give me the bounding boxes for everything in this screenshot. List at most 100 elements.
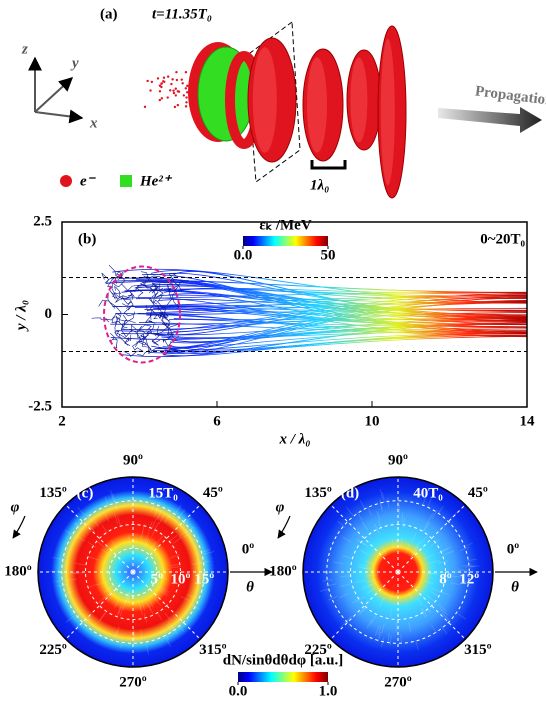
time-label: 15T₀ [148, 485, 178, 501]
electron-spray [157, 77, 159, 79]
x-tick-label: 6 [213, 413, 221, 429]
electron-spray [185, 96, 187, 98]
electron-spray [151, 81, 153, 83]
electron-spray [186, 85, 188, 87]
legend-marker [120, 175, 132, 187]
electron-spray [163, 77, 165, 79]
x-tick-label: 14 [520, 413, 536, 429]
electron-spray [174, 106, 176, 108]
electron-spray [176, 79, 178, 81]
electron-spray [159, 84, 161, 86]
panel-a: (a) t=11.35T₀ z y x 1λ₀ Propagation e⁻ H… [21, 6, 546, 198]
colorbar-tick-label: 50 [321, 247, 336, 263]
trajectory-tangle [123, 293, 133, 299]
disc-shade [307, 57, 327, 152]
colorbar-label: εₖ /MeV [259, 217, 312, 233]
angle-label: 45º [468, 485, 488, 501]
arrow-label: Propagation [474, 84, 546, 110]
y-tick-label: -2.5 [28, 398, 52, 414]
ring-label: 15º [194, 571, 214, 587]
colorbar [238, 672, 328, 682]
electron-spray [144, 106, 146, 108]
electron-spray [170, 83, 172, 85]
trajectory-tangle [115, 314, 121, 323]
electron-spray [175, 88, 177, 90]
colorbar-tick-label: 1.0 [319, 683, 338, 699]
legend-marker [60, 175, 72, 187]
electron-spray [181, 78, 183, 80]
y-tick-label: 2.5 [33, 213, 52, 229]
colorbar-tick-label: 0.0 [229, 683, 248, 699]
electron-spray [172, 89, 174, 91]
figure: (a) t=11.35T₀ z y x 1λ₀ Propagation e⁻ H… [0, 0, 546, 705]
x-axis-label: x / λ₀ [278, 431, 310, 447]
angle-label: 90º [388, 452, 408, 468]
trajectory-tangle [128, 292, 134, 300]
trajectories [92, 265, 532, 357]
electron-spray [185, 105, 187, 107]
trajectory-tangle [146, 315, 156, 323]
angle-label: 180º [269, 563, 297, 579]
panel-label: (a) [100, 6, 118, 22]
particle-render [60, 26, 406, 198]
axis-label: z [21, 41, 28, 57]
y-axis-label: y / λ₀ [13, 300, 29, 332]
scale-label: 1λ₀ [310, 177, 329, 193]
electron-spray [185, 71, 187, 73]
angle-label: 135º [304, 485, 332, 501]
theta-label: θ [511, 579, 519, 595]
electron-spray [160, 83, 162, 85]
time-label: 0~20T₀ [480, 231, 525, 247]
angle-label: 270º [384, 674, 412, 690]
phi-arrow [278, 516, 290, 538]
trajectory-tangle [122, 301, 133, 309]
ring-label: 10º [171, 571, 191, 587]
trajectory-tangle [109, 302, 121, 315]
axis-arrow [35, 78, 72, 112]
angle-label: 135º [39, 485, 67, 501]
y-tick-label: 0 [45, 306, 53, 322]
electron-spray [149, 89, 151, 91]
angle-label: 90º [123, 452, 143, 468]
scale-bracket [312, 160, 345, 168]
angle-label: 180º [4, 563, 32, 579]
theta-label: θ [246, 579, 254, 595]
axis-label: x [89, 115, 98, 131]
ring-label: 5º [151, 571, 164, 587]
angle-label: 315º [199, 642, 227, 658]
colorbar [243, 236, 328, 246]
electron-spray [159, 90, 161, 92]
electron-spray [161, 97, 163, 99]
angle-label: 0º [507, 541, 520, 557]
ring-label: 8º [439, 571, 452, 587]
ring-label: 12º [459, 571, 479, 587]
time-label: t=11.35T₀ [152, 6, 212, 22]
angle-label: 0º [242, 541, 255, 557]
panel-label: (b) [78, 231, 96, 247]
electron-spray [173, 92, 175, 94]
disc-shade [350, 58, 367, 143]
panel-label: (c) [77, 485, 94, 501]
electron-spray [185, 87, 187, 89]
electron-spray [169, 89, 171, 91]
electron-spray [178, 91, 180, 93]
disc-shade [253, 47, 277, 152]
electron-spray [167, 75, 169, 77]
disc-shade [381, 39, 395, 185]
axis-arrow [35, 112, 82, 118]
time-label: 40T₀ [413, 485, 443, 501]
electron-spray [171, 78, 173, 80]
phi-arrow [13, 516, 25, 538]
electron-spray [175, 94, 177, 96]
trajectory-tangle [116, 341, 117, 348]
angle-label: 315º [464, 642, 492, 658]
trajectory-tangle [133, 347, 143, 351]
electron-spray [159, 99, 161, 101]
angle-label: 225º [39, 642, 67, 658]
trajectory-tangle [147, 286, 156, 297]
electron-spray [183, 94, 185, 96]
electron-spray [177, 104, 179, 106]
propagation-arrow [438, 107, 542, 133]
x-tick-label: 10 [365, 413, 380, 429]
colorbar-tick-label: 0.0 [234, 247, 253, 263]
